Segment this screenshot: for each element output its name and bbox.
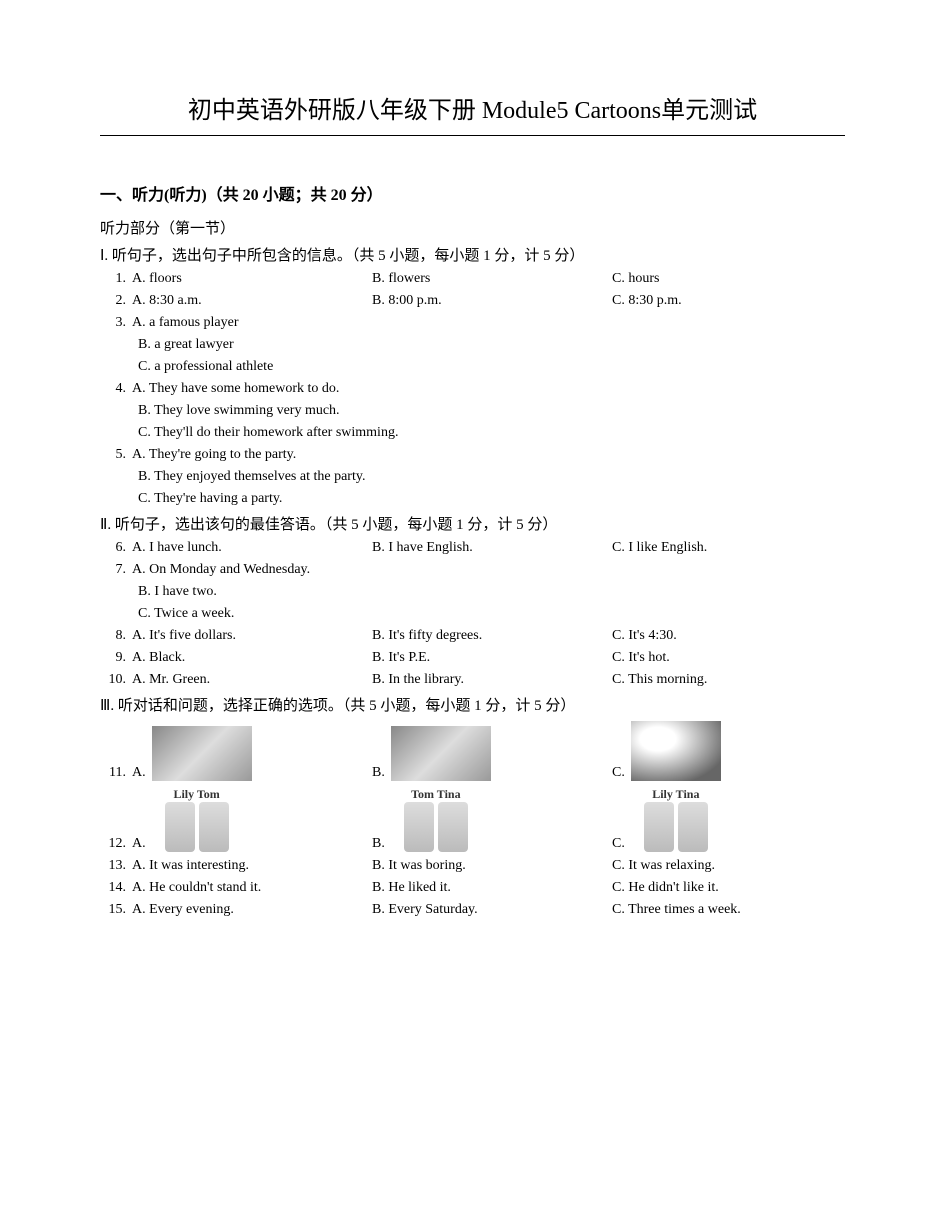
- q1-option-c: C. hours: [612, 271, 845, 287]
- q3-num: 3.: [100, 315, 132, 331]
- q12-num: 12.: [100, 836, 132, 852]
- q10-num: 10.: [100, 672, 132, 688]
- part-2-instruction: Ⅱ. 听句子，选出该句的最佳答语。（共 5 小题，每小题 1 分，计 5 分）: [100, 513, 845, 534]
- q5-num: 5.: [100, 447, 132, 463]
- q15-option-a: A. Every evening.: [132, 902, 372, 918]
- question-8: 8. A. It's five dollars. B. It's fifty d…: [100, 628, 845, 644]
- question-11: 11. A. B. C.: [100, 721, 845, 781]
- q4-option-c: C. They'll do their homework after swimm…: [138, 425, 845, 441]
- question-1: 1. A. floors B. flowers C. hours: [100, 271, 845, 287]
- q10-option-a: A. Mr. Green.: [132, 672, 372, 688]
- q7-option-b: B. I have two.: [138, 584, 845, 600]
- q10-option-b: B. In the library.: [372, 672, 612, 688]
- question-2: 2. A. 8:30 a.m. B. 8:00 p.m. C. 8:30 p.m…: [100, 293, 845, 309]
- q9-option-a: A. Black.: [132, 650, 372, 666]
- q3-option-b: B. a great lawyer: [138, 337, 845, 353]
- q11-num: 11.: [100, 765, 132, 781]
- part-3-instruction: Ⅲ. 听对话和问题，选择正确的选项。（共 5 小题，每小题 1 分，计 5 分）: [100, 694, 845, 715]
- q2-num: 2.: [100, 293, 132, 309]
- q6-num: 6.: [100, 540, 132, 556]
- q7-option-c: C. Twice a week.: [138, 606, 845, 622]
- q1-option-b: B. flowers: [372, 271, 612, 287]
- q6-option-c: C. I like English.: [612, 540, 845, 556]
- question-6: 6. A. I have lunch. B. I have English. C…: [100, 540, 845, 556]
- question-15: 15. A. Every evening. B. Every Saturday.…: [100, 902, 845, 918]
- question-14: 14. A. He couldn't stand it. B. He liked…: [100, 880, 845, 896]
- q12-names-c: Lily Tina: [652, 787, 699, 802]
- q13-option-a: A. It was interesting.: [132, 858, 372, 874]
- q11-image-b: [391, 726, 491, 781]
- q14-num: 14.: [100, 880, 132, 896]
- section-1-heading: 一、听力(听力)（共 20 小题；共 20 分）: [100, 181, 845, 205]
- q7-num: 7.: [100, 562, 132, 578]
- q9-num: 9.: [100, 650, 132, 666]
- q13-option-b: B. It was boring.: [372, 858, 612, 874]
- q5-option-b: B. They enjoyed themselves at the party.: [138, 469, 845, 485]
- q11-image-c: [631, 721, 721, 781]
- q14-option-c: C. He didn't like it.: [612, 880, 845, 896]
- question-9: 9. A. Black. B. It's P.E. C. It's hot.: [100, 650, 845, 666]
- q14-option-a: A. He couldn't stand it.: [132, 880, 372, 896]
- q13-option-c: C. It was relaxing.: [612, 858, 845, 874]
- q13-num: 13.: [100, 858, 132, 874]
- q4-num: 4.: [100, 381, 132, 397]
- q10-option-c: C. This morning.: [612, 672, 845, 688]
- question-7: 7. A. On Monday and Wednesday.: [100, 562, 845, 578]
- q11-option-a-label: A.: [132, 765, 146, 781]
- q5-option-c: C. They're having a party.: [138, 491, 845, 507]
- q9-option-b: B. It's P.E.: [372, 650, 612, 666]
- q3-option-a: A. a famous player: [132, 315, 845, 331]
- part-1-instruction: Ⅰ. 听句子，选出句子中所包含的信息。（共 5 小题，每小题 1 分，计 5 分…: [100, 244, 845, 265]
- question-12: 12. A. Lily Tom B. Tom Tina C. Lily Tina: [100, 787, 845, 852]
- q8-option-c: C. It's 4:30.: [612, 628, 845, 644]
- q15-num: 15.: [100, 902, 132, 918]
- q12-names-b: Tom Tina: [411, 787, 460, 802]
- question-3: 3. A. a famous player: [100, 315, 845, 331]
- q3-option-c: C. a professional athlete: [138, 359, 845, 375]
- q8-option-a: A. It's five dollars.: [132, 628, 372, 644]
- q12-image-a: Lily Tom: [152, 787, 242, 852]
- q5-option-a: A. They're going to the party.: [132, 447, 845, 463]
- q12-option-c-label: C.: [612, 836, 625, 852]
- q14-option-b: B. He liked it.: [372, 880, 612, 896]
- q2-option-c: C. 8:30 p.m.: [612, 293, 845, 309]
- q8-num: 8.: [100, 628, 132, 644]
- question-10: 10. A. Mr. Green. B. In the library. C. …: [100, 672, 845, 688]
- q1-num: 1.: [100, 271, 132, 287]
- q12-image-c: Lily Tina: [631, 787, 721, 852]
- question-5: 5. A. They're going to the party.: [100, 447, 845, 463]
- q4-option-a: A. They have some homework to do.: [132, 381, 845, 397]
- question-4: 4. A. They have some homework to do.: [100, 381, 845, 397]
- q12-image-b: Tom Tina: [391, 787, 481, 852]
- q15-option-c: C. Three times a week.: [612, 902, 845, 918]
- q2-option-a: A. 8:30 a.m.: [132, 293, 372, 309]
- q12-option-b-label: B.: [372, 836, 385, 852]
- q2-option-b: B. 8:00 p.m.: [372, 293, 612, 309]
- q6-option-a: A. I have lunch.: [132, 540, 372, 556]
- q9-option-c: C. It's hot.: [612, 650, 845, 666]
- document-title: 初中英语外研版八年级下册 Module5 Cartoons单元测试: [100, 90, 845, 136]
- q8-option-b: B. It's fifty degrees.: [372, 628, 612, 644]
- q12-option-a-label: A.: [132, 836, 146, 852]
- q6-option-b: B. I have English.: [372, 540, 612, 556]
- question-13: 13. A. It was interesting. B. It was bor…: [100, 858, 845, 874]
- q4-option-b: B. They love swimming very much.: [138, 403, 845, 419]
- section-1-subheading: 听力部分（第一节）: [100, 217, 845, 238]
- q7-option-a: A. On Monday and Wednesday.: [132, 562, 845, 578]
- q11-option-b-label: B.: [372, 765, 385, 781]
- q15-option-b: B. Every Saturday.: [372, 902, 612, 918]
- q1-option-a: A. floors: [132, 271, 372, 287]
- q11-image-a: [152, 726, 252, 781]
- q11-option-c-label: C.: [612, 765, 625, 781]
- q12-names-a: Lily Tom: [173, 787, 219, 802]
